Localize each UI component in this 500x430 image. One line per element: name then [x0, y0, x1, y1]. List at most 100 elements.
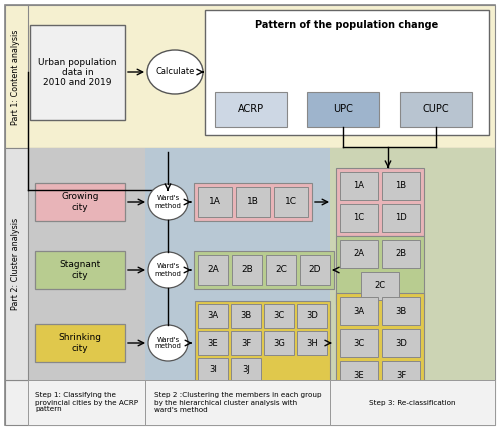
- Text: 3C: 3C: [354, 338, 364, 347]
- Bar: [35, 251, 125, 289]
- Bar: [30, 25, 125, 120]
- Ellipse shape: [148, 184, 188, 220]
- Text: 1B: 1B: [247, 197, 259, 206]
- Bar: [274, 187, 308, 217]
- Bar: [400, 92, 472, 127]
- Bar: [361, 272, 399, 300]
- Bar: [5, 148, 28, 380]
- Text: 3B: 3B: [240, 311, 252, 320]
- Bar: [35, 183, 125, 221]
- Text: 3D: 3D: [306, 311, 318, 320]
- Text: 3A: 3A: [208, 311, 218, 320]
- Text: Pattern of the population change: Pattern of the population change: [256, 20, 438, 30]
- Text: Ward's
method: Ward's method: [154, 337, 182, 350]
- Bar: [236, 187, 270, 217]
- Bar: [5, 5, 495, 148]
- Ellipse shape: [148, 325, 188, 361]
- Text: Step 2 :Clustering the members in each group
by the hierarchical cluster analysi: Step 2 :Clustering the members in each g…: [154, 393, 322, 412]
- Text: 3F: 3F: [396, 371, 406, 380]
- Bar: [264, 331, 294, 355]
- Bar: [340, 204, 378, 232]
- Text: Urban population
data in
2010 and 2019: Urban population data in 2010 and 2019: [38, 58, 117, 87]
- Text: 1D: 1D: [395, 214, 407, 222]
- Bar: [340, 172, 378, 200]
- Text: Step 1: Classifying the
provincial cities by the ACRP
pattern: Step 1: Classifying the provincial citie…: [35, 393, 138, 412]
- Text: Shrinking
city: Shrinking city: [58, 333, 102, 353]
- Text: 1A: 1A: [354, 181, 364, 190]
- Bar: [382, 297, 420, 325]
- Bar: [5, 148, 495, 380]
- Bar: [266, 255, 296, 285]
- Bar: [198, 255, 228, 285]
- Text: 2A: 2A: [354, 249, 364, 258]
- Text: Calculate: Calculate: [156, 68, 194, 77]
- Bar: [340, 361, 378, 389]
- Ellipse shape: [148, 252, 188, 288]
- Text: 1B: 1B: [396, 181, 406, 190]
- Bar: [198, 304, 228, 328]
- Bar: [382, 240, 420, 268]
- Bar: [231, 304, 261, 328]
- Text: 2B: 2B: [241, 265, 253, 274]
- Text: 3D: 3D: [395, 338, 407, 347]
- Bar: [194, 251, 334, 289]
- Text: 1C: 1C: [354, 214, 364, 222]
- Text: 1C: 1C: [285, 197, 297, 206]
- Bar: [382, 204, 420, 232]
- Text: 2C: 2C: [275, 265, 287, 274]
- Text: 1A: 1A: [209, 197, 221, 206]
- Bar: [264, 304, 294, 328]
- Bar: [28, 380, 145, 425]
- Bar: [330, 380, 495, 425]
- Text: 3E: 3E: [354, 371, 364, 380]
- Text: 3G: 3G: [273, 338, 285, 347]
- Text: 2B: 2B: [396, 249, 406, 258]
- Text: Stagnant
city: Stagnant city: [60, 260, 100, 280]
- Bar: [145, 380, 330, 425]
- Bar: [340, 240, 378, 268]
- Bar: [300, 255, 330, 285]
- Bar: [330, 148, 495, 380]
- Bar: [145, 148, 330, 380]
- Text: Part 2: Cluster analysis: Part 2: Cluster analysis: [12, 218, 20, 310]
- Bar: [195, 301, 330, 385]
- Text: 2D: 2D: [309, 265, 321, 274]
- Text: 3F: 3F: [241, 338, 251, 347]
- Bar: [205, 10, 489, 135]
- Bar: [194, 183, 312, 221]
- Bar: [336, 293, 424, 393]
- Bar: [198, 187, 232, 217]
- Bar: [231, 358, 261, 382]
- Bar: [340, 297, 378, 325]
- Text: Part 1: Content analysis: Part 1: Content analysis: [12, 29, 20, 125]
- Bar: [382, 361, 420, 389]
- Bar: [382, 329, 420, 357]
- Text: 3A: 3A: [354, 307, 364, 316]
- Text: 3I: 3I: [209, 366, 217, 375]
- Text: 2A: 2A: [207, 265, 219, 274]
- Text: UPC: UPC: [333, 104, 353, 114]
- Bar: [232, 255, 262, 285]
- Bar: [336, 168, 424, 236]
- Bar: [297, 331, 327, 355]
- Bar: [28, 148, 145, 380]
- Text: 3J: 3J: [242, 366, 250, 375]
- Text: 3C: 3C: [274, 311, 284, 320]
- Text: ACRP: ACRP: [238, 104, 264, 114]
- Bar: [198, 358, 228, 382]
- Text: Ward's
method: Ward's method: [154, 264, 182, 276]
- Text: CUPC: CUPC: [422, 104, 450, 114]
- Bar: [215, 92, 287, 127]
- Text: Growing
city: Growing city: [61, 192, 99, 212]
- Bar: [35, 324, 125, 362]
- Bar: [340, 329, 378, 357]
- Text: 3B: 3B: [396, 307, 406, 316]
- Bar: [5, 380, 495, 425]
- Bar: [5, 5, 28, 148]
- Text: 3H: 3H: [306, 338, 318, 347]
- Text: 2C: 2C: [374, 282, 386, 291]
- Bar: [382, 172, 420, 200]
- Ellipse shape: [147, 50, 203, 94]
- Bar: [307, 92, 379, 127]
- Text: 3E: 3E: [208, 338, 218, 347]
